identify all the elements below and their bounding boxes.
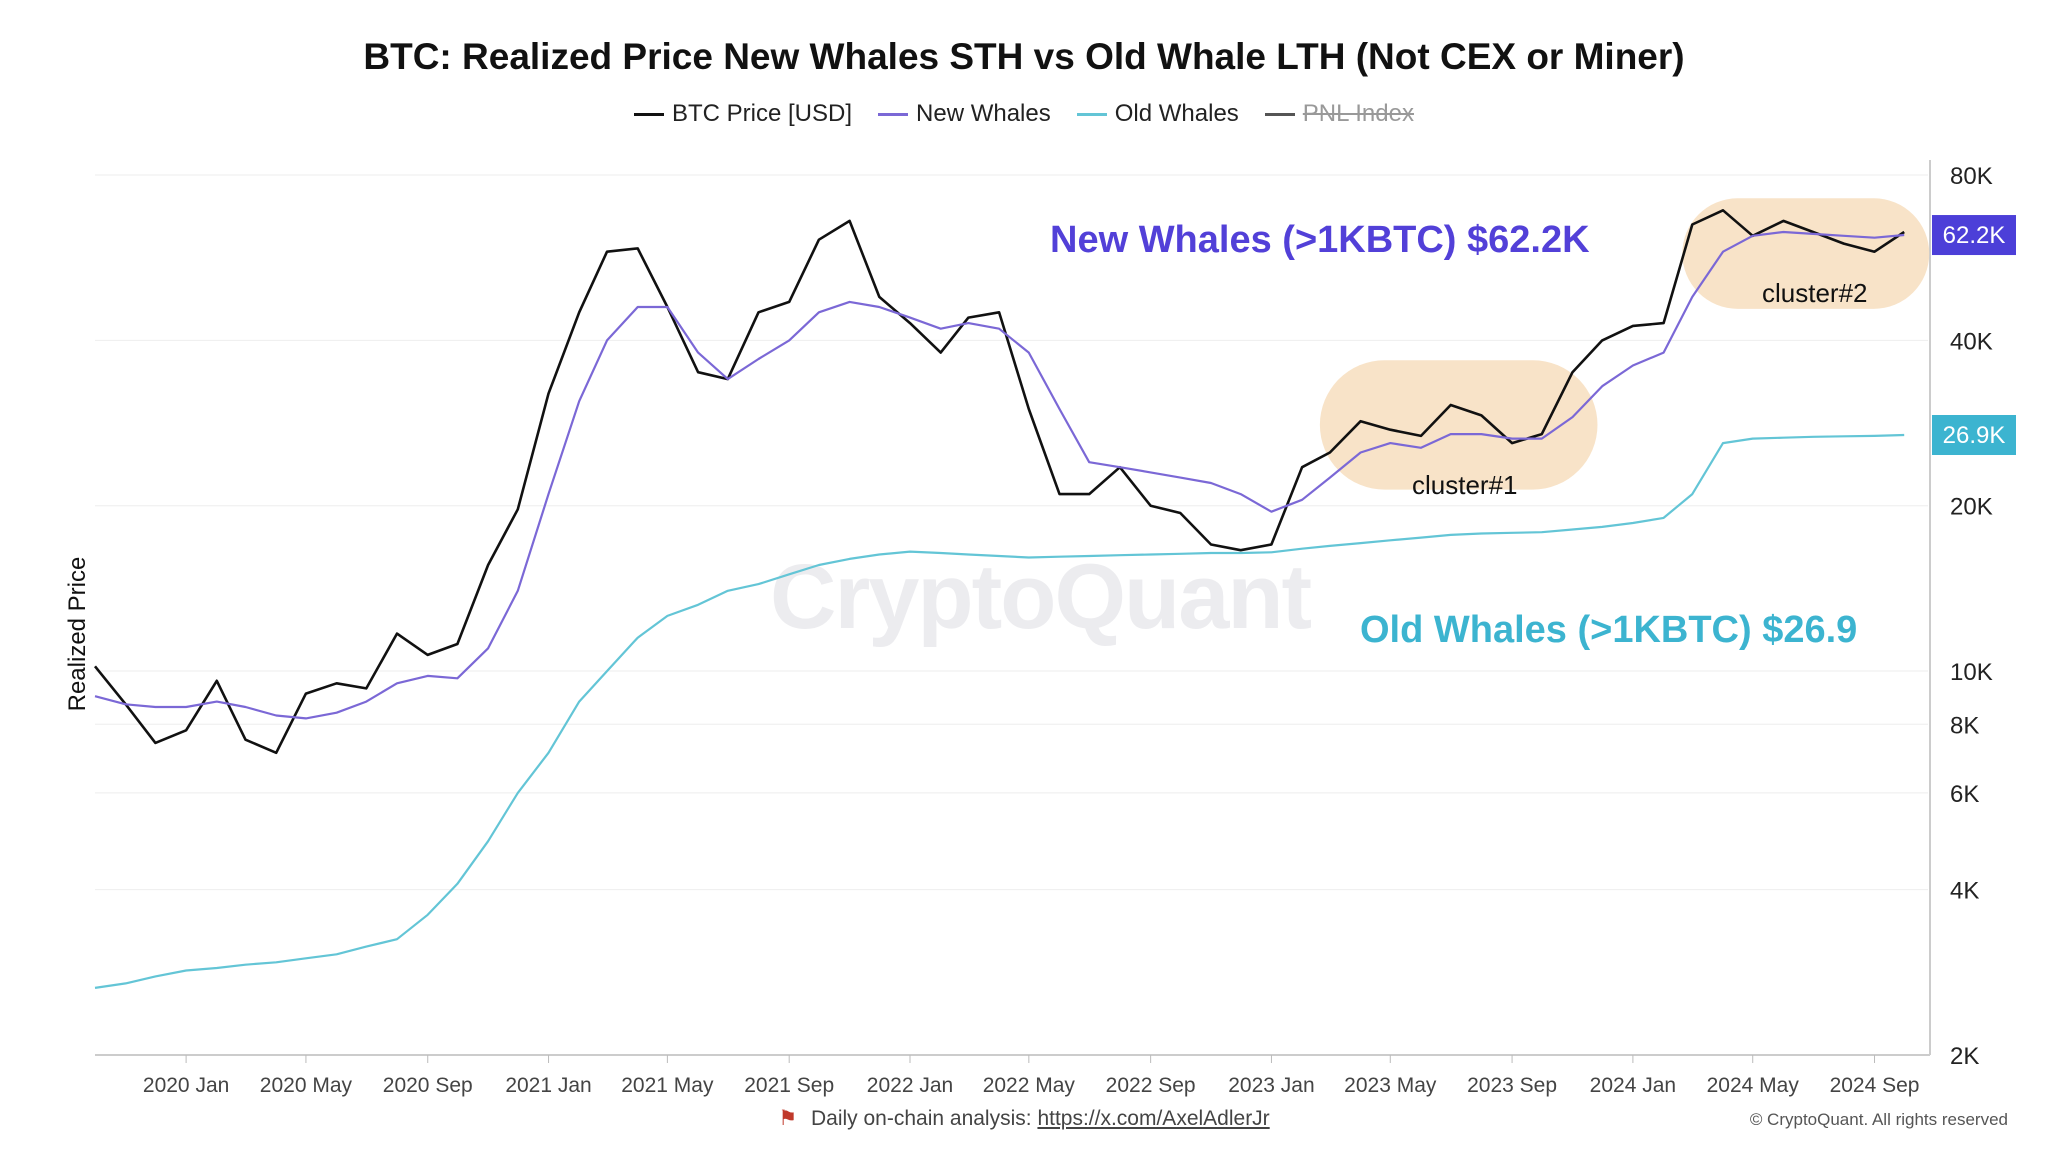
annotation-new-whales: New Whales (>1KBTC) $62.2K [1050,219,1590,261]
cluster-band [1682,198,1930,309]
legend-item-new-whales[interactable]: New Whales [878,100,1051,128]
legend-item-old-whales[interactable]: Old Whales [1076,100,1239,128]
x-tick-label: 2021 May [621,1074,714,1097]
y-tick-label: 6K [1950,781,1979,808]
x-tick-label: 2020 May [260,1074,353,1097]
y-axis-label: Realized Price [64,556,91,712]
chart-legend: BTC Price [USD] New Whales Old Whales PN… [0,100,2048,128]
legend-label: PNL Index [1302,100,1414,127]
legend-label: New Whales [916,100,1051,127]
series-line [94,230,1905,720]
x-tick-label: 2021 Sep [744,1074,834,1097]
legend-label: Old Whales [1114,100,1239,127]
y-tick-label: 40K [1950,328,1993,355]
end-value-label-bg [1932,215,2016,256]
legend-swatch [1264,112,1295,116]
copyright: © CryptoQuant. All rights reserved [1749,1110,2008,1129]
x-tick-label: 2020 Jan [143,1074,229,1097]
y-tick-label: 80K [1950,163,1993,190]
y-tick-label: 8K [1950,712,1979,739]
legend-item-btc-price[interactable]: BTC Price [USD] [634,100,852,128]
x-tick-label: 2021 Jan [505,1074,591,1097]
legend-label: BTC Price [USD] [672,100,853,127]
x-tick-label: 2022 Jan [867,1074,953,1097]
x-tick-label: 2022 Sep [1106,1074,1196,1097]
end-value-label: 62.2K [1943,222,2006,249]
series-line [93,209,1905,755]
end-value-label-bg [1932,415,2016,456]
annotation-cluster-1: cluster#1 [1412,470,1518,500]
footer-text: Daily on-chain analysis: [810,1107,1032,1130]
legend-item-pnl-index[interactable]: PNL Index [1264,100,1414,128]
cluster-band [1319,360,1598,490]
y-tick-label: 20K [1950,494,1993,521]
x-tick-label: 2024 May [1707,1074,1800,1097]
legend-swatch [634,112,664,116]
x-tick-label: 2023 Jan [1228,1074,1314,1097]
y-tick-label: 2K [1950,1043,1979,1070]
y-tick-label: 4K [1950,878,1979,905]
watermark: CryptoQuant [770,546,1312,648]
y-tick-label: 10K [1950,659,1993,686]
x-tick-label: 2022 May [983,1074,1076,1097]
x-tick-label: 2024 Sep [1830,1074,1920,1097]
x-tick-label: 2024 Jan [1590,1074,1676,1097]
x-tick-label: 2023 May [1344,1074,1437,1097]
legend-swatch [878,112,909,116]
footer: ⚑ Daily on-chain analysis: https://x.com… [0,1106,2048,1131]
series-line [94,433,1905,989]
flag-icon: ⚑ [778,1107,798,1130]
x-tick-label: 2020 Sep [383,1074,473,1097]
legend-swatch [1076,112,1107,116]
end-value-label: 26.9K [1943,422,2006,449]
annotation-old-whales: Old Whales (>1KBTC) $26.9 [1360,609,1857,651]
footer-link[interactable]: https://x.com/AxelAdlerJr [1037,1107,1270,1130]
x-tick-label: 2023 Sep [1467,1074,1557,1097]
annotation-cluster-2: cluster#2 [1762,278,1868,308]
chart-title: BTC: Realized Price New Whales STH vs Ol… [363,36,1685,77]
